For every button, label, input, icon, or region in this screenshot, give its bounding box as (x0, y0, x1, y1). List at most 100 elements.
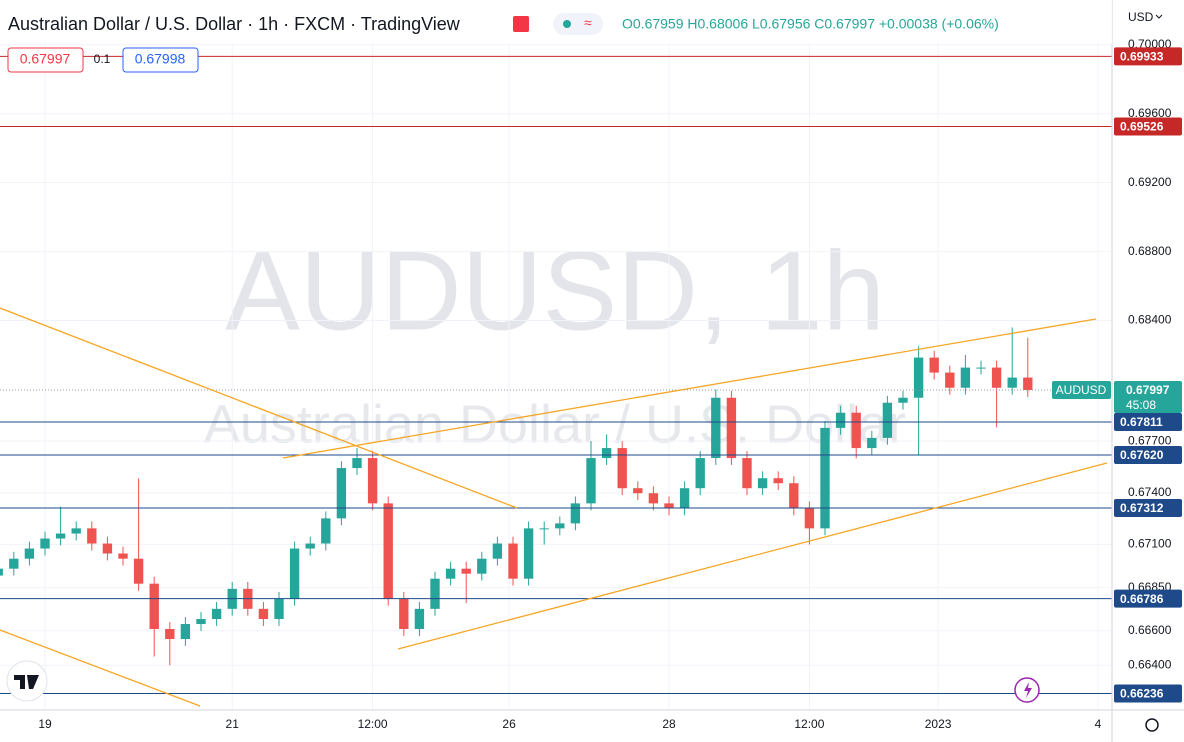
chevron (1155, 14, 1163, 19)
settings-button[interactable] (1145, 718, 1159, 732)
y-tick-label: 0.67700 (1128, 433, 1172, 447)
candle-body (664, 503, 674, 509)
candle-body (991, 367, 1002, 388)
symbol-tag-bg (1052, 380, 1111, 399)
y-tick-label: 0.67400 (1128, 485, 1172, 499)
candle-body (695, 458, 705, 489)
candle-body (633, 488, 643, 494)
candle-body (180, 624, 191, 639)
x-tick-label: 12:00 (794, 717, 824, 731)
last-price-label: 0.67997 (1126, 383, 1170, 397)
x-tick-label: 26 (502, 717, 516, 731)
x-tick-label: 21 (226, 717, 240, 731)
candle-body (1023, 377, 1033, 390)
candle-body (24, 548, 35, 559)
candle-body (461, 568, 471, 574)
candle-body (274, 598, 284, 620)
candle-body (383, 503, 393, 599)
candle-body (352, 458, 362, 469)
candle-body (773, 478, 783, 484)
level-label-bg (1114, 445, 1182, 464)
x-tick-label: 28 (662, 717, 676, 731)
ohlc-readout: O0.67959 H0.68006 L0.67956 C0.67997 +0.0… (622, 16, 999, 32)
level-label-bg (1114, 413, 1182, 432)
candle-body (414, 608, 425, 630)
candle-body (165, 629, 175, 639)
trend-line[interactable] (397, 462, 1108, 650)
candle-body (789, 483, 799, 509)
level-label: 0.66236 (1120, 687, 1164, 701)
level-label: 0.67620 (1120, 448, 1164, 462)
status-icon: ≈ (584, 15, 592, 31)
candle-body (196, 619, 206, 625)
candle-body (1007, 377, 1017, 388)
level-label-bg (1114, 499, 1182, 518)
candle-body (711, 397, 721, 459)
candle-body (430, 578, 440, 609)
x-tick-label: 2023 (925, 717, 952, 731)
buy-button[interactable] (122, 47, 199, 73)
candle-body (9, 558, 19, 569)
x-tick-label: 12:00 (358, 717, 388, 731)
candle-body (445, 568, 456, 579)
indicator-pill[interactable] (553, 13, 603, 35)
candle-body (555, 523, 565, 529)
candle-body (508, 543, 518, 579)
last-price-bg (1114, 380, 1182, 413)
logo[interactable] (6, 660, 48, 702)
candle-body (211, 608, 222, 620)
candle-body (477, 558, 487, 574)
candle-body (648, 493, 659, 504)
candle-body (321, 518, 331, 544)
trend-lines (0, 307, 1108, 707)
y-tick-label: 0.69600 (1128, 106, 1172, 120)
currency-selector[interactable]: USD (1128, 10, 1154, 24)
x-tick-label: 19 (38, 717, 52, 731)
candle-body (289, 548, 300, 599)
logo-mark (14, 675, 39, 689)
trend-line[interactable] (0, 307, 518, 509)
candle-body (757, 478, 768, 489)
level-label: 0.66786 (1120, 592, 1164, 606)
candle-body (617, 448, 627, 489)
candle-body (820, 427, 830, 529)
trend-line[interactable] (0, 629, 201, 707)
sell-button[interactable] (7, 47, 84, 73)
x-tick-label: 4 (1095, 717, 1102, 731)
candle-body (851, 412, 861, 449)
trend-line[interactable] (282, 318, 1097, 459)
candle-body (336, 468, 347, 519)
symbol-title: Australian Dollar / U.S. Dollar · 1h · F… (8, 14, 461, 34)
level-label: 0.67811 (1120, 415, 1163, 429)
candle-body (929, 357, 939, 373)
candle-body (804, 508, 815, 529)
candle-body (492, 543, 503, 559)
candle-body (679, 488, 690, 509)
flag-icon[interactable] (513, 16, 529, 32)
candle-body (570, 503, 581, 524)
candle-body (945, 372, 955, 388)
y-tick-label: 0.66400 (1128, 657, 1172, 671)
candle-body (87, 528, 97, 544)
candle-body (601, 448, 612, 459)
candle-body (960, 367, 971, 388)
spread: 0.1 (94, 52, 111, 66)
bid-price: 0.67997 (20, 51, 71, 67)
level-label: 0.69933 (1120, 50, 1164, 64)
candle-body (305, 543, 315, 549)
y-tick-label: 0.69200 (1128, 175, 1172, 189)
candle-body (71, 528, 81, 534)
candle-body (40, 538, 50, 549)
countdown: 45:08 (1126, 398, 1156, 412)
level-label-bg (1114, 589, 1182, 608)
candle-body (118, 553, 128, 559)
y-tick-label: 0.68800 (1128, 244, 1172, 258)
y-tick-label: 0.68400 (1128, 313, 1172, 327)
candle-body (898, 397, 908, 403)
candle-body (55, 533, 66, 539)
candle-body (835, 412, 846, 428)
candle-body (867, 437, 877, 449)
watermark-description: Australian Dollar / U.S. Dollar (204, 394, 906, 454)
